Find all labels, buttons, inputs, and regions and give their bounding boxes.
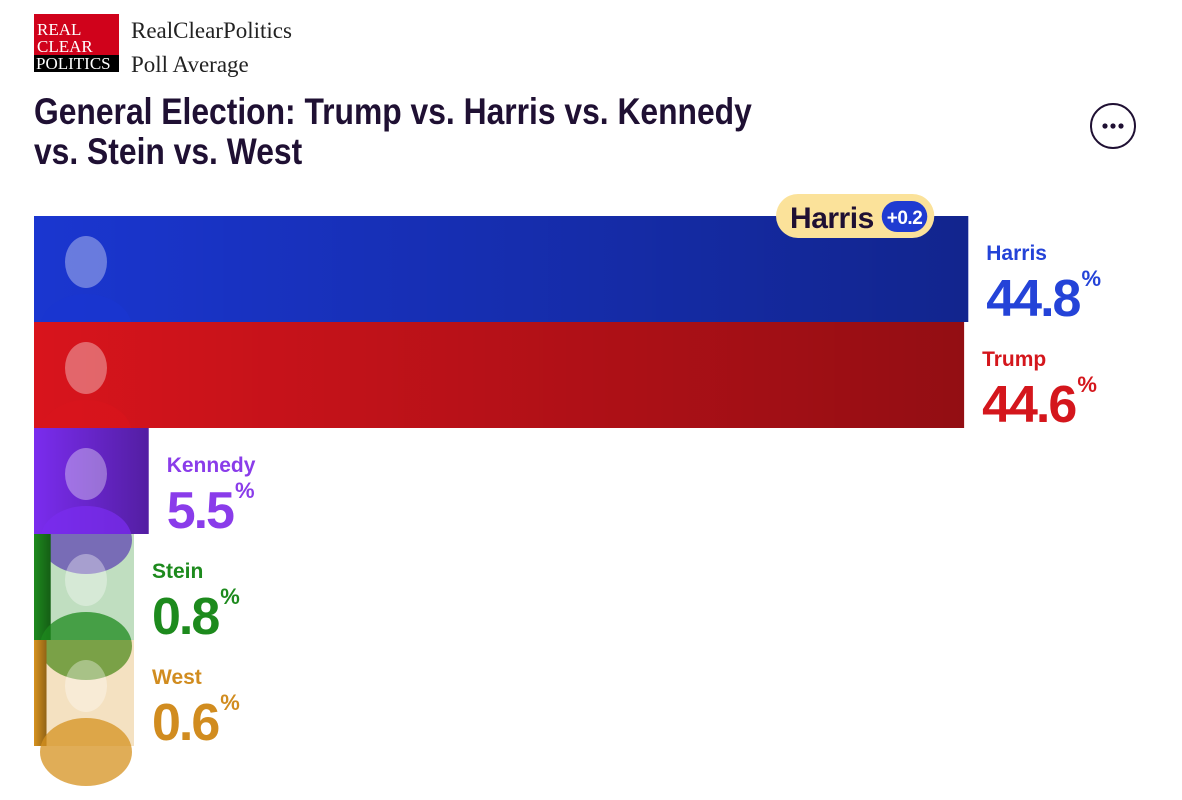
value-unit: % [1077, 372, 1097, 397]
chart-title: General Election: Trump vs. Harris vs. K… [34, 92, 752, 133]
portrait-shoulders [40, 612, 132, 680]
badge-margin: +0.2 [887, 208, 923, 229]
value-label: 44.8 [986, 270, 1080, 328]
candidate-name: Stein [152, 560, 203, 583]
bar-shade [34, 534, 51, 640]
candidate-name: Harris [986, 242, 1047, 265]
logo-line: CLEAR [37, 37, 93, 56]
brand-name: RealClearPolitics [131, 18, 292, 43]
brand-subtitle: Poll Average [131, 52, 249, 77]
candidate-name: Kennedy [167, 454, 256, 477]
dot [1118, 123, 1124, 129]
bar-row: Trump 44.6% [34, 322, 1097, 468]
dot [1102, 123, 1108, 129]
logo-band [34, 55, 119, 72]
portrait-head [65, 554, 107, 606]
bar-row: Stein 0.8% [34, 534, 240, 680]
value-unit: % [220, 690, 240, 715]
candidate-name: Trump [982, 348, 1046, 371]
value-label: 5.5 [167, 482, 234, 540]
portrait-shoulders [40, 718, 132, 786]
value-label: 0.8 [152, 588, 219, 646]
bar-row: West 0.6% [34, 640, 240, 786]
bar-row: Kennedy 5.5% [34, 428, 256, 574]
portrait-head [65, 342, 107, 394]
candidate-name: West [152, 666, 202, 689]
chart-title: vs. Stein vs. West [34, 132, 303, 173]
value-label: 44.6 [982, 376, 1076, 434]
portrait-head [65, 448, 107, 500]
value-unit: % [235, 478, 255, 503]
logo-line: REAL [37, 20, 81, 39]
bar-shade [34, 640, 47, 746]
badge-margin-pill [881, 201, 928, 232]
lead-badge: Harris +0.2 [776, 194, 935, 238]
portrait-head [65, 660, 107, 712]
value-label: 0.6 [152, 694, 219, 752]
value-unit: % [220, 584, 240, 609]
portrait-head [65, 236, 107, 288]
badge-name: Harris [790, 202, 874, 235]
bar-shade [34, 322, 965, 428]
logo-line: POLITICS [36, 54, 111, 73]
value-unit: % [1081, 266, 1101, 291]
more-button[interactable] [1090, 103, 1136, 149]
bar-row: Harris 44.8% [34, 216, 1101, 362]
dot [1110, 123, 1116, 129]
portrait-shoulders [40, 506, 132, 574]
